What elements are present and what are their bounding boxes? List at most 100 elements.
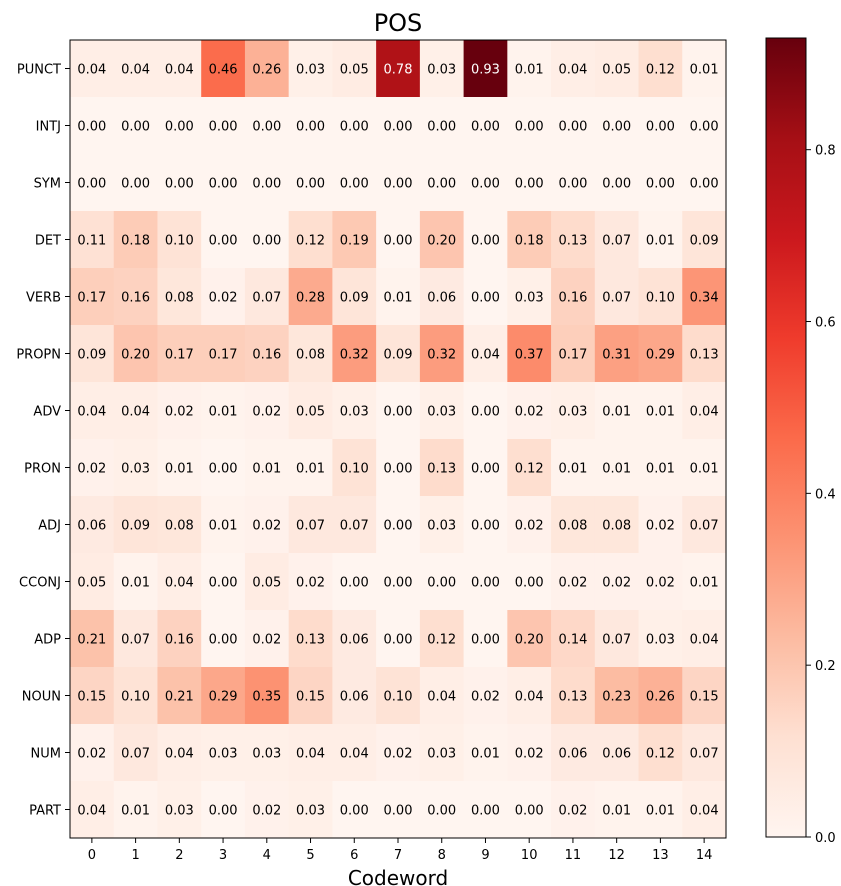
cell-value-label: 0.03 (121, 462, 150, 477)
heatmap-cell (419, 97, 465, 155)
cell-value-label: 0.04 (165, 63, 194, 78)
heatmap-cell (638, 268, 683, 326)
x-tick-label: 6 (350, 848, 358, 863)
heatmap-cell (376, 268, 421, 326)
cell-value-label: 0.00 (515, 177, 544, 192)
cell-value-label: 0.12 (427, 633, 456, 648)
heatmap-cell (288, 211, 333, 269)
cell-value-label: 0.13 (558, 234, 587, 249)
cell-value-label: 0.06 (340, 633, 369, 648)
heatmap-cell (113, 268, 158, 326)
cell-value-label: 0.00 (384, 177, 413, 192)
x-tick-label: 8 (438, 848, 446, 863)
y-tick-label: PUNCT (17, 63, 61, 78)
heatmap-cell (70, 610, 115, 668)
heatmap-cell (463, 610, 508, 668)
heatmap-cell (551, 325, 596, 383)
heatmap-cell (682, 211, 727, 269)
heatmap-cell (70, 40, 115, 98)
heatmap-cell (157, 382, 202, 440)
heatmap-cell (638, 553, 683, 611)
heatmap-cell (201, 724, 246, 782)
heatmap-cell (507, 553, 552, 611)
cell-value-label: 0.10 (384, 690, 413, 705)
cell-value-label: 0.00 (471, 120, 500, 135)
heatmap-cell (507, 268, 552, 326)
cell-value-label: 0.18 (515, 234, 544, 249)
heatmap-cell (70, 724, 115, 782)
cell-value-label: 0.03 (165, 804, 194, 819)
heatmap-cell (244, 211, 290, 269)
cell-value-label: 0.04 (121, 405, 150, 420)
heatmap-cell (201, 781, 246, 839)
heatmap-cell (376, 211, 421, 269)
cell-value-label: 0.31 (602, 348, 631, 363)
cell-value-label: 0.00 (384, 576, 413, 591)
cell-value-label: 0.01 (209, 519, 238, 534)
heatmap-cell (551, 439, 596, 497)
cell-value-label: 0.12 (296, 234, 325, 249)
heatmap-cell (332, 553, 377, 611)
heatmap-cell (157, 610, 202, 668)
cell-value-label: 0.07 (296, 519, 325, 534)
heatmap-cell (638, 382, 683, 440)
heatmap-cell (113, 439, 158, 497)
heatmap-cell (244, 610, 290, 668)
heatmap-cell (507, 211, 552, 269)
heatmap-cells: 0.04 0.04 0.04 0.46 0.26 0.03 0.05 0.78 0.03 0.93… (70, 40, 727, 839)
cell-value-label: 0.00 (209, 177, 238, 192)
cell-value-label: 0.04 (296, 747, 325, 762)
cell-value-label: 0.00 (77, 177, 106, 192)
heatmap-cell (157, 40, 202, 98)
heatmap-cell (113, 781, 158, 839)
heatmap-cell (244, 724, 290, 782)
cell-value-label: 0.01 (646, 234, 675, 249)
cell-value-label: 0.03 (296, 63, 325, 78)
heatmap-cell (682, 610, 727, 668)
cell-value-label: 0.00 (296, 120, 325, 135)
heatmap-cell (594, 667, 640, 725)
cell-value-label: 0.26 (252, 63, 281, 78)
heatmap-cell (288, 496, 333, 554)
cell-value-label: 0.02 (558, 804, 587, 819)
heatmap-cell (463, 325, 508, 383)
cell-value-label: 0.00 (471, 576, 500, 591)
cell-value-label: 0.02 (165, 405, 194, 420)
x-tick-label: 14 (696, 848, 713, 863)
cell-value-label: 0.19 (340, 234, 369, 249)
cell-value-label: 0.00 (121, 177, 150, 192)
cell-value-label: 0.04 (427, 690, 456, 705)
heatmap-cell (594, 781, 640, 839)
heatmap-cell (70, 211, 115, 269)
heatmap-cell (157, 154, 202, 212)
cell-value-label: 0.04 (690, 804, 719, 819)
cell-value-label: 0.01 (690, 576, 719, 591)
heatmap-cell (201, 268, 246, 326)
heatmap-cell (288, 610, 333, 668)
x-tick-label: 1 (131, 848, 139, 863)
heatmap-cell (113, 667, 158, 725)
cell-value-label: 0.21 (165, 690, 194, 705)
cell-value-label: 0.29 (646, 348, 675, 363)
cell-value-label: 0.03 (427, 747, 456, 762)
heatmap-cell (419, 496, 465, 554)
heatmap-cell (113, 724, 158, 782)
y-tick-label: INTJ (36, 120, 61, 135)
heatmap-cell (332, 439, 377, 497)
heatmap-cell (288, 325, 333, 383)
heatmap-cell (244, 667, 290, 725)
heatmap-cell (288, 553, 333, 611)
heatmap-cell (638, 496, 683, 554)
cell-value-label: 0.03 (427, 63, 456, 78)
heatmap-cell (201, 496, 246, 554)
cell-value-label: 0.01 (252, 462, 281, 477)
cell-value-label: 0.04 (165, 747, 194, 762)
cell-value-label: 0.03 (340, 405, 369, 420)
heatmap-cell (551, 382, 596, 440)
cell-value-label: 0.02 (515, 519, 544, 534)
heatmap-cell (419, 610, 465, 668)
heatmap-cell (113, 97, 158, 155)
cell-value-label: 0.01 (515, 63, 544, 78)
cell-value-label: 0.00 (558, 120, 587, 135)
heatmap-cell (157, 667, 202, 725)
